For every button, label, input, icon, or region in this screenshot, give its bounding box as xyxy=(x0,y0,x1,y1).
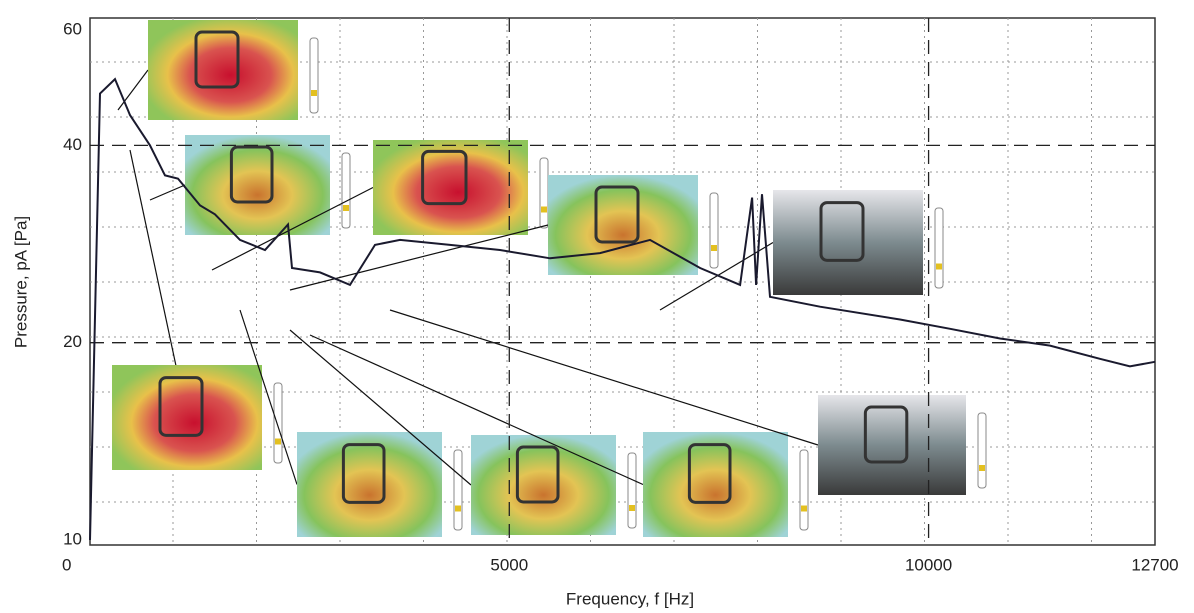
device-outline xyxy=(594,185,640,244)
scale-mark xyxy=(275,438,281,445)
y-axis-label: Pressure, pA [Pa] xyxy=(11,216,30,348)
x-tick-label: 0 xyxy=(62,555,71,574)
scale-bar xyxy=(273,382,283,464)
leader-line xyxy=(389,309,819,446)
heatmap-image xyxy=(112,365,262,470)
scale-mark xyxy=(801,505,807,512)
device-outline xyxy=(229,145,274,204)
heatmap-image xyxy=(373,140,528,235)
scale-mark xyxy=(343,205,349,211)
x-tick-label: 10000 xyxy=(905,555,952,574)
scale-bar xyxy=(309,37,319,114)
heatmap-image xyxy=(643,432,788,537)
leader-line xyxy=(289,224,549,291)
x-axis-label: Frequency, f [Hz] xyxy=(566,589,694,608)
scale-bar xyxy=(709,192,719,269)
scale-mark xyxy=(711,245,717,251)
scale-bar xyxy=(539,157,549,229)
scale-bar xyxy=(453,449,463,531)
device-outline xyxy=(194,30,240,89)
leader-line xyxy=(289,329,472,486)
device-outline xyxy=(421,149,468,206)
heatmap-insets xyxy=(112,20,987,537)
y-tick-label: 60 xyxy=(63,19,82,38)
scale-mark xyxy=(936,263,942,270)
leader-line xyxy=(117,69,149,111)
scale-bar xyxy=(627,452,637,529)
device-outline xyxy=(819,201,865,262)
x-tick-label: 5000 xyxy=(490,555,528,574)
heatmap-image xyxy=(185,135,330,235)
scale-bar xyxy=(934,207,944,289)
heatmap-image xyxy=(471,435,616,535)
scale-bar xyxy=(341,152,351,229)
heatmap-image xyxy=(548,175,698,275)
leader-line xyxy=(239,309,298,485)
heatmap-image xyxy=(773,190,923,295)
leader-line xyxy=(309,334,644,486)
scale-mark xyxy=(541,206,547,213)
y-tick-label: 40 xyxy=(63,135,82,154)
device-outline xyxy=(687,443,732,504)
x-tick-label: 12700 xyxy=(1131,555,1178,574)
heatmap-image xyxy=(818,395,966,495)
leader-line xyxy=(211,186,374,271)
heatmap-image xyxy=(297,432,442,537)
pressure-line xyxy=(89,77,1156,541)
y-tick-label: 20 xyxy=(63,332,82,351)
y-tick-label: 10 xyxy=(63,529,82,548)
device-outline xyxy=(863,405,909,464)
scale-mark xyxy=(455,505,461,512)
device-outline xyxy=(158,376,204,437)
scale-mark xyxy=(979,465,985,471)
device-outline xyxy=(515,445,560,504)
device-outline xyxy=(341,443,386,504)
scale-mark xyxy=(311,90,317,96)
heatmap-image xyxy=(148,20,298,120)
scale-bar xyxy=(799,449,809,531)
scale-bar xyxy=(977,412,987,489)
leader-line xyxy=(149,184,186,201)
scale-mark xyxy=(629,505,635,511)
